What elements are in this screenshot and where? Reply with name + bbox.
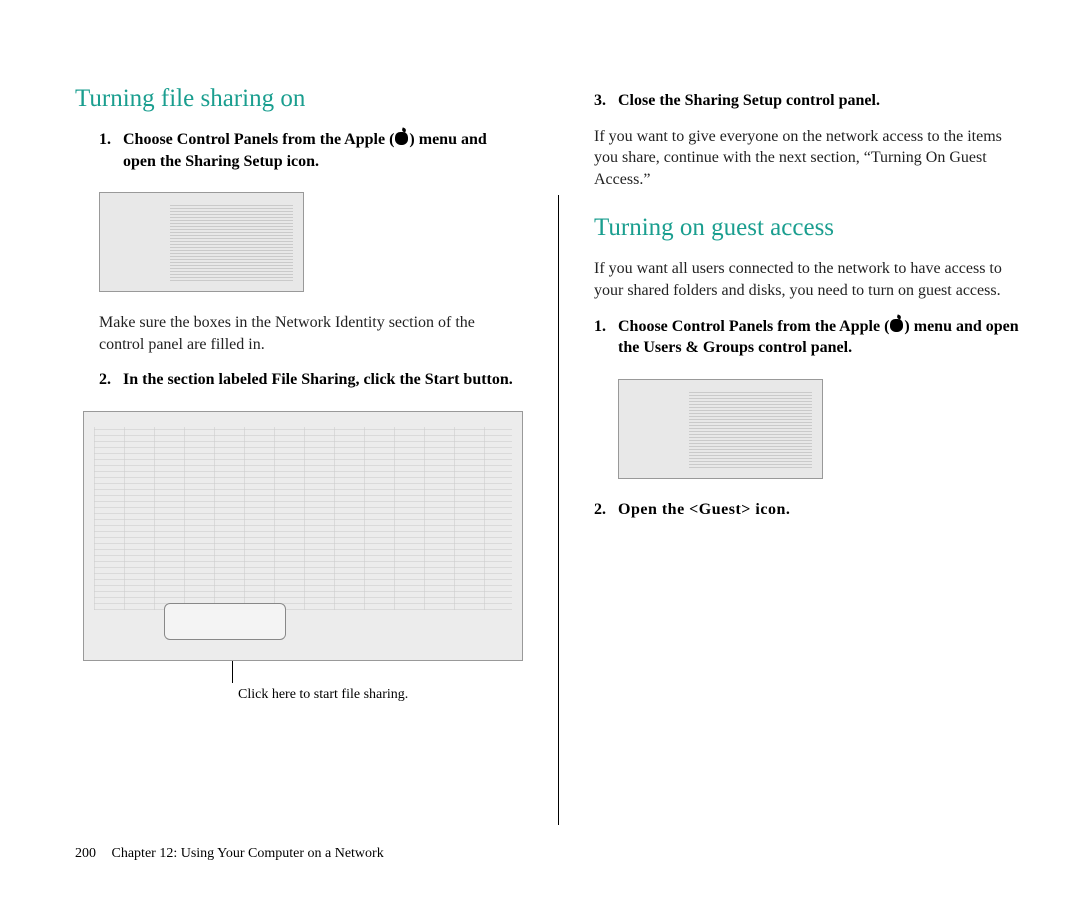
figure-users-groups: [618, 379, 823, 479]
manual-page: Turning file sharing on 1. Choose Contro…: [0, 0, 1080, 900]
callout-line: [232, 661, 233, 683]
step1-pre: Choose Control Panels from the Apple (: [123, 131, 394, 148]
intro-guest-access: If you want all users connected to the n…: [594, 258, 1020, 301]
page-footer: 200 Chapter 12: Using Your Computer on a…: [75, 846, 384, 862]
step-number: 2.: [594, 499, 618, 521]
step-2-left: 2. In the section labeled File Sharing, …: [99, 369, 523, 391]
figure-sharing-setup: [99, 192, 304, 292]
apple-icon: [395, 132, 408, 145]
heading-guest-access: Turning on guest access: [594, 214, 1020, 242]
figure-file-sharing-panel: [83, 411, 523, 661]
step-text: Open the <Guest> icon.: [618, 499, 790, 521]
right-column: 3. Close the Sharing Setup control panel…: [594, 85, 1020, 860]
callout-text: Click here to start file sharing.: [230, 683, 408, 703]
step1r-pre: Choose Control Panels from the Apple (: [618, 318, 889, 335]
note-network-identity: Make sure the boxes in the Network Ident…: [99, 312, 523, 355]
step-3-right: 3. Close the Sharing Setup control panel…: [594, 90, 1020, 112]
apple-icon: [890, 319, 903, 332]
step-number: 2.: [99, 369, 123, 391]
step-1-left: 1. Choose Control Panels from the Apple …: [99, 129, 523, 172]
step-text: Choose Control Panels from the Apple () …: [123, 129, 523, 172]
step-number: 1.: [594, 316, 618, 359]
step-text: Close the Sharing Setup control panel.: [618, 90, 880, 112]
note-guest-continue: If you want to give everyone on the netw…: [594, 126, 1020, 191]
step-number: 3.: [594, 90, 618, 112]
step-number: 1.: [99, 129, 123, 172]
step-2-right: 2. Open the <Guest> icon.: [594, 499, 1020, 521]
step-text: Choose Control Panels from the Apple () …: [618, 316, 1020, 359]
page-number: 200: [75, 846, 96, 861]
step-text: In the section labeled File Sharing, cli…: [123, 369, 513, 391]
column-divider: [558, 195, 559, 825]
figure-callout: Click here to start file sharing.: [230, 661, 523, 703]
chapter-title: Chapter 12: Using Your Computer on a Net…: [112, 846, 384, 861]
left-column: Turning file sharing on 1. Choose Contro…: [75, 85, 523, 860]
step-1-right: 1. Choose Control Panels from the Apple …: [594, 316, 1020, 359]
heading-file-sharing: Turning file sharing on: [75, 85, 523, 113]
